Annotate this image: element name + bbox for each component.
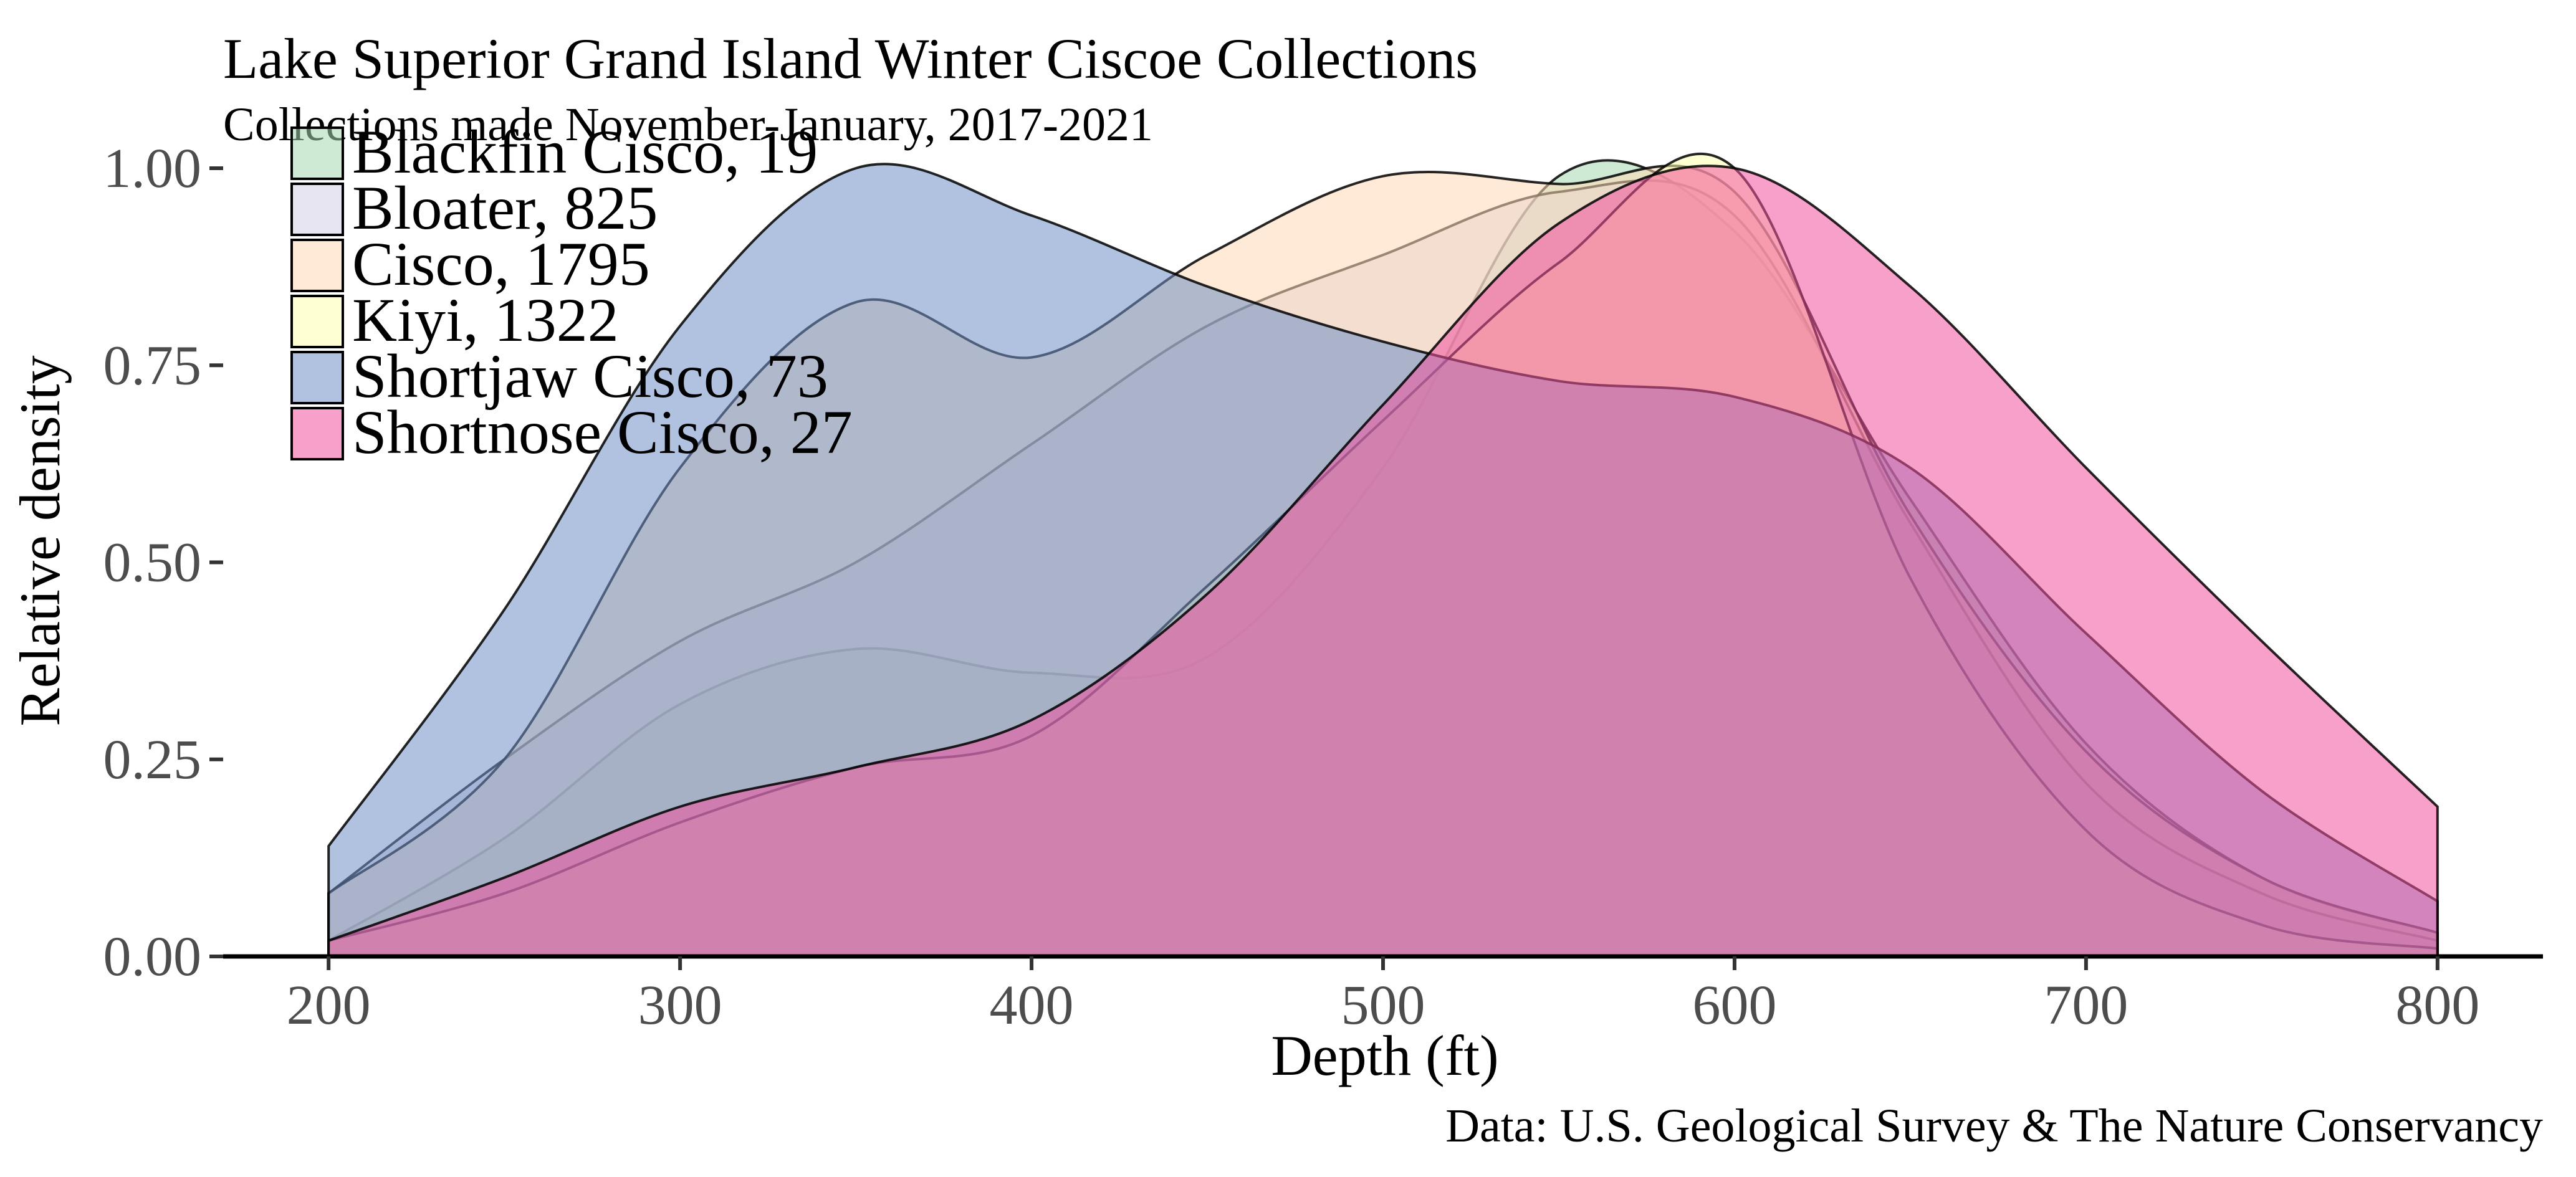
legend-swatch [290, 183, 344, 236]
y-tick-label: 0.75 [103, 335, 202, 396]
density-areas [327, 152, 2439, 958]
x-axis: 200 300 400 500 600 700 800 [287, 956, 2479, 1036]
x-tick-label: 700 [2044, 974, 2128, 1036]
legend-swatch [290, 126, 344, 180]
legend-label: Blackfin Cisco, 19 [352, 117, 818, 186]
legend-label: Cisco, 1795 [352, 229, 650, 298]
y-axis: 0.00 0.25 0.50 0.75 1.00 [103, 138, 223, 988]
legend-swatch [290, 295, 344, 348]
y-tick-label: 0.50 [103, 532, 202, 594]
legend-swatch [290, 407, 344, 460]
x-tick-label: 200 [287, 974, 371, 1036]
legend-label: Shortjaw Cisco, 73 [352, 341, 828, 411]
x-tick-label: 300 [638, 974, 722, 1036]
legend-label: Bloater, 825 [352, 173, 658, 242]
x-tick-label: 800 [2395, 974, 2479, 1036]
y-tick-label: 1.00 [103, 138, 202, 199]
chart-title: Lake Superior Grand Island Winter Ciscoe… [223, 27, 1478, 90]
legend-label: Shortnose Cisco, 27 [352, 398, 853, 467]
chart-subtitle: Collections made November-January, 2017-… [223, 98, 1153, 151]
legend-swatch [290, 239, 344, 292]
x-axis-label: Depth (ft) [1271, 1024, 1498, 1087]
y-tick-label: 0.25 [103, 729, 202, 791]
x-tick-label: 600 [1692, 974, 1776, 1036]
y-axis-label: Relative density [8, 355, 72, 726]
chart-caption: Data: U.S. Geological Survey & The Natur… [1445, 1100, 2543, 1152]
x-tick-label: 400 [990, 974, 1074, 1036]
legend-label: Kiyi, 1322 [352, 285, 619, 355]
legend-swatch [290, 351, 344, 404]
density-area-5 [327, 164, 2439, 958]
x-tick-label: 500 [1341, 974, 1425, 1036]
y-tick-label: 0.00 [103, 926, 202, 988]
